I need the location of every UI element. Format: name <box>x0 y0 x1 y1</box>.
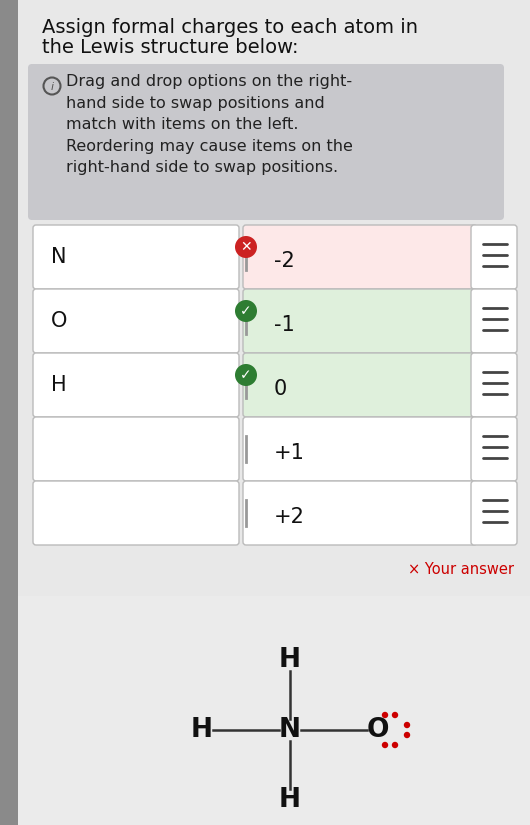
FancyBboxPatch shape <box>28 64 504 220</box>
Circle shape <box>235 236 257 258</box>
Text: N: N <box>279 717 301 743</box>
FancyBboxPatch shape <box>33 481 239 545</box>
FancyBboxPatch shape <box>243 289 477 353</box>
FancyBboxPatch shape <box>243 353 477 417</box>
Text: Assign formal charges to each atom in: Assign formal charges to each atom in <box>42 18 418 37</box>
Text: H: H <box>279 787 301 813</box>
FancyBboxPatch shape <box>33 225 239 289</box>
FancyBboxPatch shape <box>471 289 517 353</box>
Circle shape <box>235 364 257 386</box>
FancyBboxPatch shape <box>471 353 517 417</box>
FancyBboxPatch shape <box>243 481 477 545</box>
Circle shape <box>382 742 388 748</box>
Circle shape <box>392 742 398 748</box>
Text: i: i <box>50 82 54 92</box>
Text: +2: +2 <box>274 507 305 527</box>
FancyBboxPatch shape <box>243 417 477 481</box>
Text: O: O <box>51 311 67 331</box>
Text: the Lewis structure below:: the Lewis structure below: <box>42 38 298 57</box>
Circle shape <box>404 732 410 738</box>
Text: -1: -1 <box>274 315 295 335</box>
Text: ✕: ✕ <box>240 240 252 254</box>
Circle shape <box>382 712 388 719</box>
Text: H: H <box>51 375 67 395</box>
Text: H: H <box>279 647 301 673</box>
FancyBboxPatch shape <box>471 417 517 481</box>
Circle shape <box>392 712 398 719</box>
Text: ✓: ✓ <box>240 368 252 382</box>
FancyBboxPatch shape <box>33 289 239 353</box>
Text: +1: +1 <box>274 443 305 463</box>
Text: -2: -2 <box>274 251 295 271</box>
Text: Drag and drop options on the right-
hand side to swap positions and
match with i: Drag and drop options on the right- hand… <box>66 74 353 176</box>
Bar <box>0 0 18 825</box>
Bar <box>18 596 530 825</box>
FancyBboxPatch shape <box>471 225 517 289</box>
Circle shape <box>235 300 257 322</box>
Text: H: H <box>191 717 213 743</box>
FancyBboxPatch shape <box>33 417 239 481</box>
Text: N: N <box>51 247 66 267</box>
Text: O: O <box>367 717 389 743</box>
FancyBboxPatch shape <box>33 353 239 417</box>
Text: × Your answer: × Your answer <box>408 562 514 577</box>
Text: 0: 0 <box>274 379 287 399</box>
Circle shape <box>404 722 410 728</box>
Text: ✓: ✓ <box>240 304 252 318</box>
FancyBboxPatch shape <box>471 481 517 545</box>
FancyBboxPatch shape <box>243 225 477 289</box>
